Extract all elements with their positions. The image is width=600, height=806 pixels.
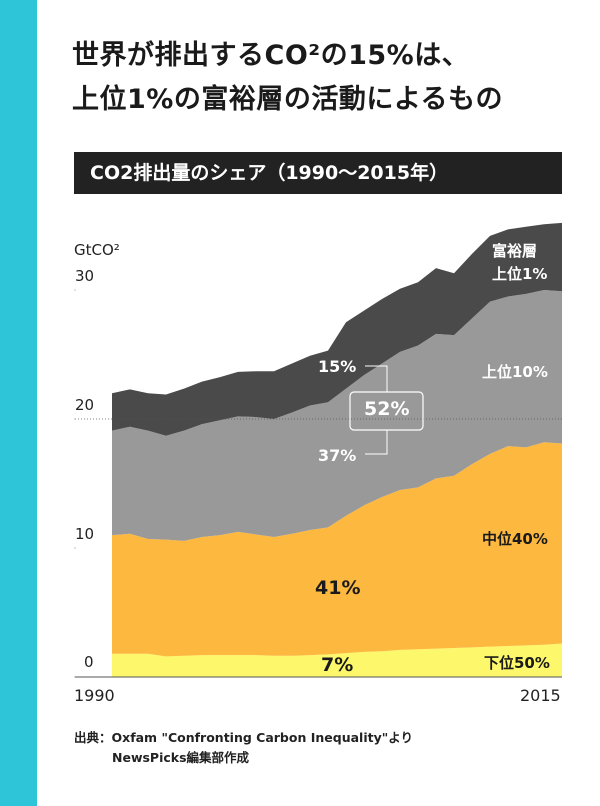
x-label-2015: 2015	[520, 686, 561, 705]
source-line-2: NewsPicks編集部作成	[112, 750, 250, 765]
area-top10	[112, 290, 562, 541]
title-line-2: 上位1%の富裕層の活動によるもの	[72, 84, 504, 115]
y-tick-0: 0	[84, 653, 94, 671]
series-label-top1-line1: 富裕層	[492, 242, 538, 260]
annotation-middle-share: 41%	[315, 577, 361, 599]
area-bottom50	[112, 643, 562, 677]
source-line-1: 出典：Oxfam "Confronting Carbon Inequality"…	[74, 730, 413, 745]
y-axis-unit: GtCO²	[74, 241, 120, 259]
source-note: 出典：Oxfam "Confronting Carbon Inequality"…	[74, 728, 413, 768]
title-line-1: 世界が排出するCO²の15%は、	[72, 40, 470, 71]
annotation-top10-total: 52%	[364, 398, 410, 420]
area-middle40	[112, 442, 562, 657]
series-label-top1-line2: 上位1%	[492, 265, 548, 283]
annotation-top1-share: 15%	[318, 357, 357, 376]
series-label-middle40: 中位40%	[482, 530, 548, 548]
y-tick-20: 20	[75, 396, 95, 414]
annotation-top10-share: 37%	[318, 446, 357, 465]
y-tick-10: 10	[75, 525, 95, 543]
annotation-bottom-share: 7%	[321, 654, 354, 676]
series-label-top10: 上位10%	[482, 363, 548, 381]
series-label-bottom50: 下位50%	[484, 654, 550, 672]
accent-bar	[0, 0, 37, 806]
y-tick-mark	[74, 289, 76, 291]
y-tick-mark	[74, 418, 76, 420]
page-title: 世界が排出するCO²の15%は、 上位1%の富裕層の活動によるもの	[72, 34, 503, 122]
annotation-total-box	[349, 391, 424, 431]
area-top1	[112, 222, 562, 436]
x-label-1990: 1990	[74, 686, 115, 705]
y-tick-mark	[74, 547, 76, 549]
annotation-bracket	[365, 365, 388, 455]
y-tick-30: 30	[75, 267, 95, 285]
chart-subtitle: CO2排出量のシェア（1990〜2015年）	[74, 152, 562, 194]
